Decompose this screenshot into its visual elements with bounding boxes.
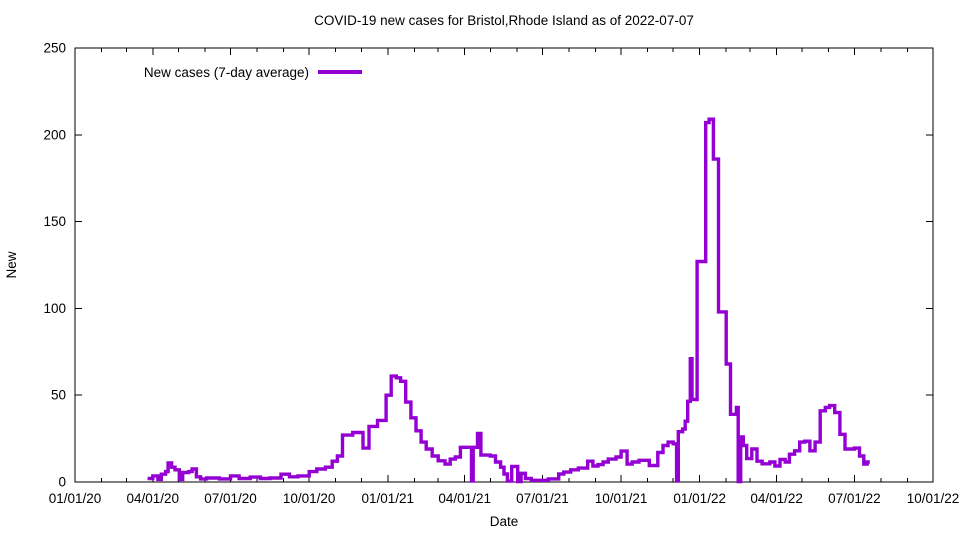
y-tick-label: 100	[43, 301, 66, 316]
x-tick-label: 07/01/21	[516, 491, 569, 506]
x-tick-label: 10/01/21	[595, 491, 648, 506]
x-tick-label: 04/01/22	[750, 491, 803, 506]
legend-line-sample-icon	[318, 70, 362, 74]
x-tick-label: 10/01/20	[283, 491, 336, 506]
x-tick-label: 04/01/21	[438, 491, 491, 506]
y-axis-label: New	[4, 251, 19, 278]
plot-border	[74, 47, 934, 483]
x-tick-label: 04/01/20	[126, 491, 179, 506]
axes-layer: 01/01/20 04/01/20 07/01/20 10/01/20 01/01/21…	[43, 41, 959, 507]
x-tick-label: 10/01/22	[907, 491, 960, 506]
x-axis-label: Date	[490, 514, 519, 529]
legend-label: New cases (7-day average)	[143, 64, 309, 80]
x-tick-label: 07/01/22	[828, 491, 881, 506]
y-tick-label: 50	[51, 388, 66, 403]
y-tick-label: 0	[58, 475, 66, 490]
x-tick-label: 01/01/20	[49, 491, 102, 506]
legend: New cases (7-day average)	[0, 64, 362, 80]
chart-title: COVID-19 new cases for Bristol,Rhode Isl…	[314, 13, 694, 28]
x-tick-label: 01/01/22	[673, 491, 726, 506]
y-tick-label: 250	[43, 41, 66, 56]
y-tick-label: 150	[43, 214, 66, 229]
y-tick-label: 200	[43, 127, 66, 142]
x-tick-label: 01/01/21	[361, 491, 414, 506]
x-tick-label: 07/01/20	[204, 491, 257, 506]
cases-step-line	[147, 117, 870, 484]
